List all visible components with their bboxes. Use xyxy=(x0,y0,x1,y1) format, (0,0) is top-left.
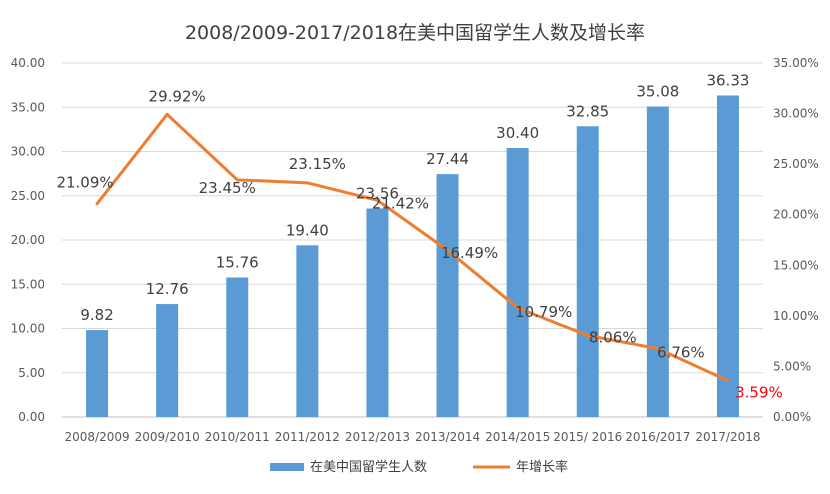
right-tick-label: 35.00% xyxy=(773,56,819,70)
bar xyxy=(436,174,459,417)
left-tick-label: 10.00 xyxy=(11,322,45,336)
x-axis-ticks: 2008/2009 2009/2010 2010/2011 2011/2012 2012… xyxy=(64,430,760,444)
bar xyxy=(576,126,599,417)
category-label: 2011/2012 xyxy=(275,430,340,444)
left-tick-label: 40.00 xyxy=(11,56,45,70)
bar xyxy=(646,106,669,418)
left-tick-label: 20.00 xyxy=(11,233,45,247)
gridlines xyxy=(62,62,763,418)
bar-value-label: 15.76 xyxy=(216,254,259,272)
category-label: 2013/2014 xyxy=(415,430,480,444)
legend-label-line: 年增长率 xyxy=(516,459,568,475)
left-tick-label: 5.00 xyxy=(18,366,45,380)
chart-title: 2008/2009-2017/2018在美中国留学生人数及增长率 xyxy=(185,22,645,44)
bar xyxy=(296,245,319,417)
category-label: 2008/2009 xyxy=(64,430,129,444)
left-tick-label: 25.00 xyxy=(11,189,45,203)
bar xyxy=(86,330,109,417)
legend: 在美中国留学生人数 年增长率 xyxy=(270,459,568,475)
line-value-label: 23.15% xyxy=(289,155,346,173)
right-tick-label: 10.00% xyxy=(773,309,819,323)
left-axis-ticks: 0.00 5.00 10.00 15.00 20.00 25.00 30.00 35.00 40… xyxy=(11,56,45,424)
bar-value-label: 23.56 xyxy=(356,184,399,202)
bar-value-label: 35.08 xyxy=(636,83,679,101)
legend-label-bars: 在美中国留学生人数 xyxy=(310,459,427,475)
category-label: 2010/2011 xyxy=(205,430,270,444)
right-tick-label: 0.00% xyxy=(773,410,811,424)
category-label: 2016/2017 xyxy=(625,430,690,444)
right-tick-label: 30.00% xyxy=(773,107,819,121)
line-point xyxy=(656,347,660,351)
category-label: 2015/ 2016 xyxy=(553,430,622,444)
legend-swatch-bars xyxy=(270,463,304,471)
line-point xyxy=(516,306,520,310)
bar-value-label: 30.40 xyxy=(496,124,539,142)
growth-rate-line xyxy=(95,112,729,383)
line-series xyxy=(95,112,730,383)
line-value-label: 10.79% xyxy=(515,303,572,321)
bar-value-label: 36.33 xyxy=(706,71,749,89)
line-point xyxy=(235,178,239,182)
left-tick-label: 30.00 xyxy=(11,145,45,159)
category-label: 2014/2015 xyxy=(485,430,550,444)
bar xyxy=(156,304,179,417)
bar xyxy=(226,277,249,417)
bar xyxy=(506,147,529,417)
left-tick-label: 15.00 xyxy=(11,277,45,291)
line-value-label: 29.92% xyxy=(149,87,206,105)
line-point xyxy=(305,181,309,185)
line-value-label: 23.45% xyxy=(199,179,256,197)
left-tick-label: 35.00 xyxy=(11,100,45,114)
bar-value-label: 12.76 xyxy=(146,280,189,298)
left-tick-label: 0.00 xyxy=(18,410,45,424)
line-value-label: 21.42% xyxy=(372,194,429,212)
bar-value-labels: 9.82 12.76 15.76 19.40 23.56 27.44 30.40 32.85 3… xyxy=(80,71,749,324)
line-point xyxy=(586,333,590,337)
right-tick-label: 25.00% xyxy=(773,157,819,171)
right-tick-label: 5.00% xyxy=(773,359,811,373)
right-tick-label: 20.00% xyxy=(773,208,819,222)
bar xyxy=(716,95,739,418)
bar-series xyxy=(86,95,739,418)
right-tick-label: 15.00% xyxy=(773,258,819,272)
category-label: 2017/2018 xyxy=(695,430,760,444)
bar-value-label: 27.44 xyxy=(426,150,469,168)
bar-value-label: 32.85 xyxy=(566,102,609,120)
category-label: 2009/2010 xyxy=(135,430,200,444)
category-label: 2012/2013 xyxy=(345,430,410,444)
bar xyxy=(366,208,389,417)
line-value-label: 21.09% xyxy=(56,174,113,192)
line-value-labels: 21.09% 29.92% 23.45% 23.15% 21.42% 16.49% 10.7… xyxy=(56,87,782,401)
line-value-label: 6.76% xyxy=(657,344,705,362)
line-point xyxy=(446,248,450,252)
bar-value-label: 19.40 xyxy=(286,221,329,239)
line-point xyxy=(375,198,379,202)
right-axis-ticks: 0.00% 5.00% 10.00% 15.00% 20.00% 25.00% 30.00%… xyxy=(773,56,819,424)
line-value-label: 16.49% xyxy=(441,244,498,262)
line-point xyxy=(726,379,730,383)
line-point xyxy=(95,202,99,206)
line-value-label: 3.59% xyxy=(735,384,783,402)
bar-value-label: 9.82 xyxy=(80,306,113,324)
line-value-label: 8.06% xyxy=(589,328,637,346)
line-point xyxy=(165,112,169,116)
